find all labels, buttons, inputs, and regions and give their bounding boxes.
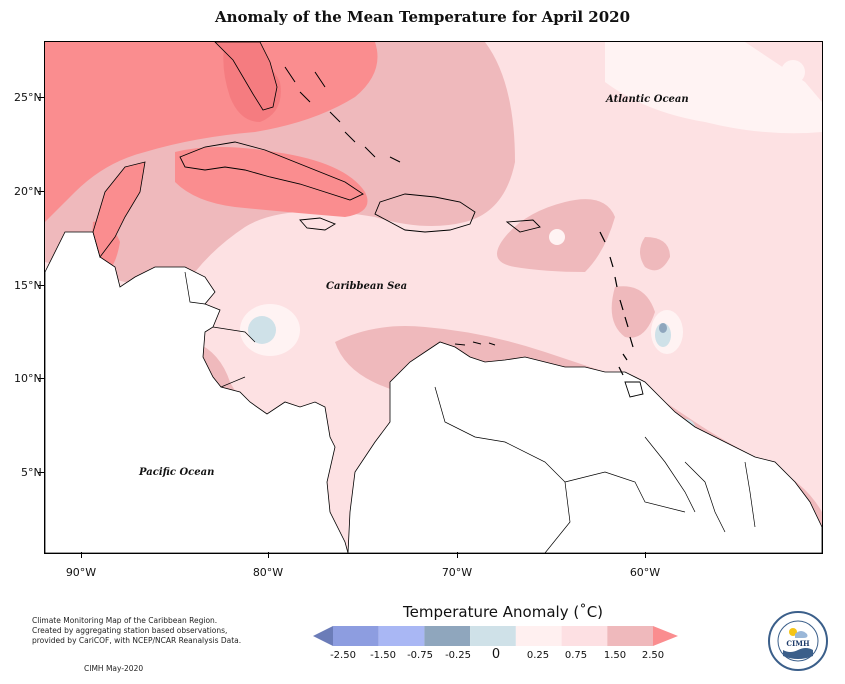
legend-color-cell bbox=[607, 626, 653, 646]
y-tick-20 bbox=[38, 191, 44, 192]
anomaly-zone-neutral bbox=[605, 42, 822, 134]
border-guatemala bbox=[184, 271, 206, 305]
land-lesser-antilles bbox=[599, 231, 634, 376]
region-label-atlantic: Atlantic Ocean bbox=[606, 94, 689, 105]
x-label-70w: 70°W bbox=[441, 566, 473, 579]
region-label-pacific: Pacific Ocean bbox=[139, 467, 215, 478]
legend-value: 1.50 bbox=[603, 650, 627, 661]
map-credit: Climate Monitoring Map of the Caribbean … bbox=[32, 616, 242, 646]
x-tick-70 bbox=[457, 552, 458, 558]
map-title: Anomaly of the Mean Temperature for Apri… bbox=[214, 8, 631, 26]
border-colombia-venezuela bbox=[434, 386, 571, 553]
border-suriname bbox=[684, 461, 726, 533]
y-label-5n: 5°N bbox=[21, 466, 42, 479]
x-label-90w: 90°W bbox=[65, 566, 97, 579]
cloud-icon bbox=[795, 631, 808, 638]
y-tick-10 bbox=[38, 378, 44, 379]
land-south-america bbox=[347, 341, 822, 553]
anomaly-zone-neutral-puerto-rico bbox=[549, 229, 565, 245]
land-bahamas bbox=[284, 66, 401, 163]
legend-value: -0.75 bbox=[407, 650, 433, 661]
border-costa-rica bbox=[220, 376, 246, 388]
legend-value: -1.50 bbox=[370, 650, 396, 661]
issued-by: CIMH May-2020 bbox=[84, 664, 144, 673]
y-label-10n: 10°N bbox=[14, 372, 42, 385]
y-tick-15 bbox=[38, 285, 44, 286]
legend-title: Temperature Anomaly (˚C) bbox=[403, 603, 604, 621]
map-canvas bbox=[45, 42, 822, 553]
legend-color-cell bbox=[378, 626, 425, 646]
legend-value: 2.50 bbox=[641, 650, 665, 661]
anomaly-zone-hot-cuba bbox=[175, 147, 368, 217]
legend-value: -2.50 bbox=[330, 650, 356, 661]
legend-color-cell bbox=[333, 626, 379, 646]
anomaly-zone-warm-lesser-antilles bbox=[611, 286, 655, 338]
legend-arrow-high bbox=[653, 626, 678, 646]
anomaly-zone-neutral-spot bbox=[781, 60, 805, 84]
land-yucatan bbox=[92, 161, 146, 258]
land-hispaniola bbox=[374, 193, 476, 233]
legend-value: 0 bbox=[491, 647, 501, 662]
land-cuba bbox=[179, 141, 364, 201]
land-jamaica bbox=[299, 217, 337, 231]
land-florida bbox=[214, 42, 278, 111]
x-label-80w: 80°W bbox=[252, 566, 284, 579]
cimh-logo: CIMH bbox=[768, 611, 828, 671]
y-tick-5 bbox=[38, 472, 44, 473]
border-guyana bbox=[644, 436, 696, 513]
x-tick-60 bbox=[645, 552, 646, 558]
y-label-15n: 15°N bbox=[14, 279, 42, 292]
x-tick-90 bbox=[81, 552, 82, 558]
x-tick-80 bbox=[268, 552, 269, 558]
border-french-guiana bbox=[744, 461, 756, 528]
legend-color-cell bbox=[515, 626, 562, 646]
color-legend bbox=[313, 626, 678, 646]
land-abc-islands bbox=[454, 341, 496, 346]
credit-line-3: provided by CariCOF, with NCEP/NCAR Rean… bbox=[32, 636, 242, 645]
anomaly-zone-cold-barbados bbox=[659, 323, 667, 333]
wave-icon bbox=[783, 648, 813, 659]
anomaly-map bbox=[44, 41, 823, 554]
legend-color-cell bbox=[470, 626, 516, 646]
logo-text: CIMH bbox=[786, 639, 810, 648]
region-label-caribbean: Caribbean Sea bbox=[326, 281, 408, 292]
border-honduras bbox=[212, 326, 256, 343]
anomaly-zone-cool-barbados bbox=[655, 323, 671, 347]
legend-arrow-low bbox=[313, 626, 333, 646]
y-label-25n: 25°N bbox=[14, 91, 42, 104]
credit-line-1: Climate Monitoring Map of the Caribbean … bbox=[32, 616, 218, 625]
legend-color-cell bbox=[424, 626, 471, 646]
land-trinidad bbox=[624, 381, 644, 398]
anomaly-zone-cool-caribbean bbox=[248, 316, 276, 344]
y-label-20n: 20°N bbox=[14, 185, 42, 198]
legend-cells bbox=[333, 626, 653, 646]
land-puerto-rico bbox=[505, 219, 541, 233]
legend-labels: -2.50 -1.50 -0.75 -0.25 0 0.25 0.75 1.50… bbox=[313, 647, 693, 664]
anomaly-zone-warm-islands bbox=[640, 237, 670, 271]
legend-color-cell bbox=[561, 626, 608, 646]
legend-value: 0.25 bbox=[526, 650, 550, 661]
legend-value: 0.75 bbox=[564, 650, 588, 661]
x-label-60w: 60°W bbox=[629, 566, 661, 579]
y-tick-25 bbox=[38, 97, 44, 98]
legend-value: -0.25 bbox=[445, 650, 471, 661]
credit-line-2: Created by aggregating station based obs… bbox=[32, 626, 228, 635]
land-central-america bbox=[45, 231, 349, 553]
border-venezuela-brazil bbox=[564, 471, 686, 513]
anomaly-zone-hot-gulf bbox=[45, 42, 378, 222]
